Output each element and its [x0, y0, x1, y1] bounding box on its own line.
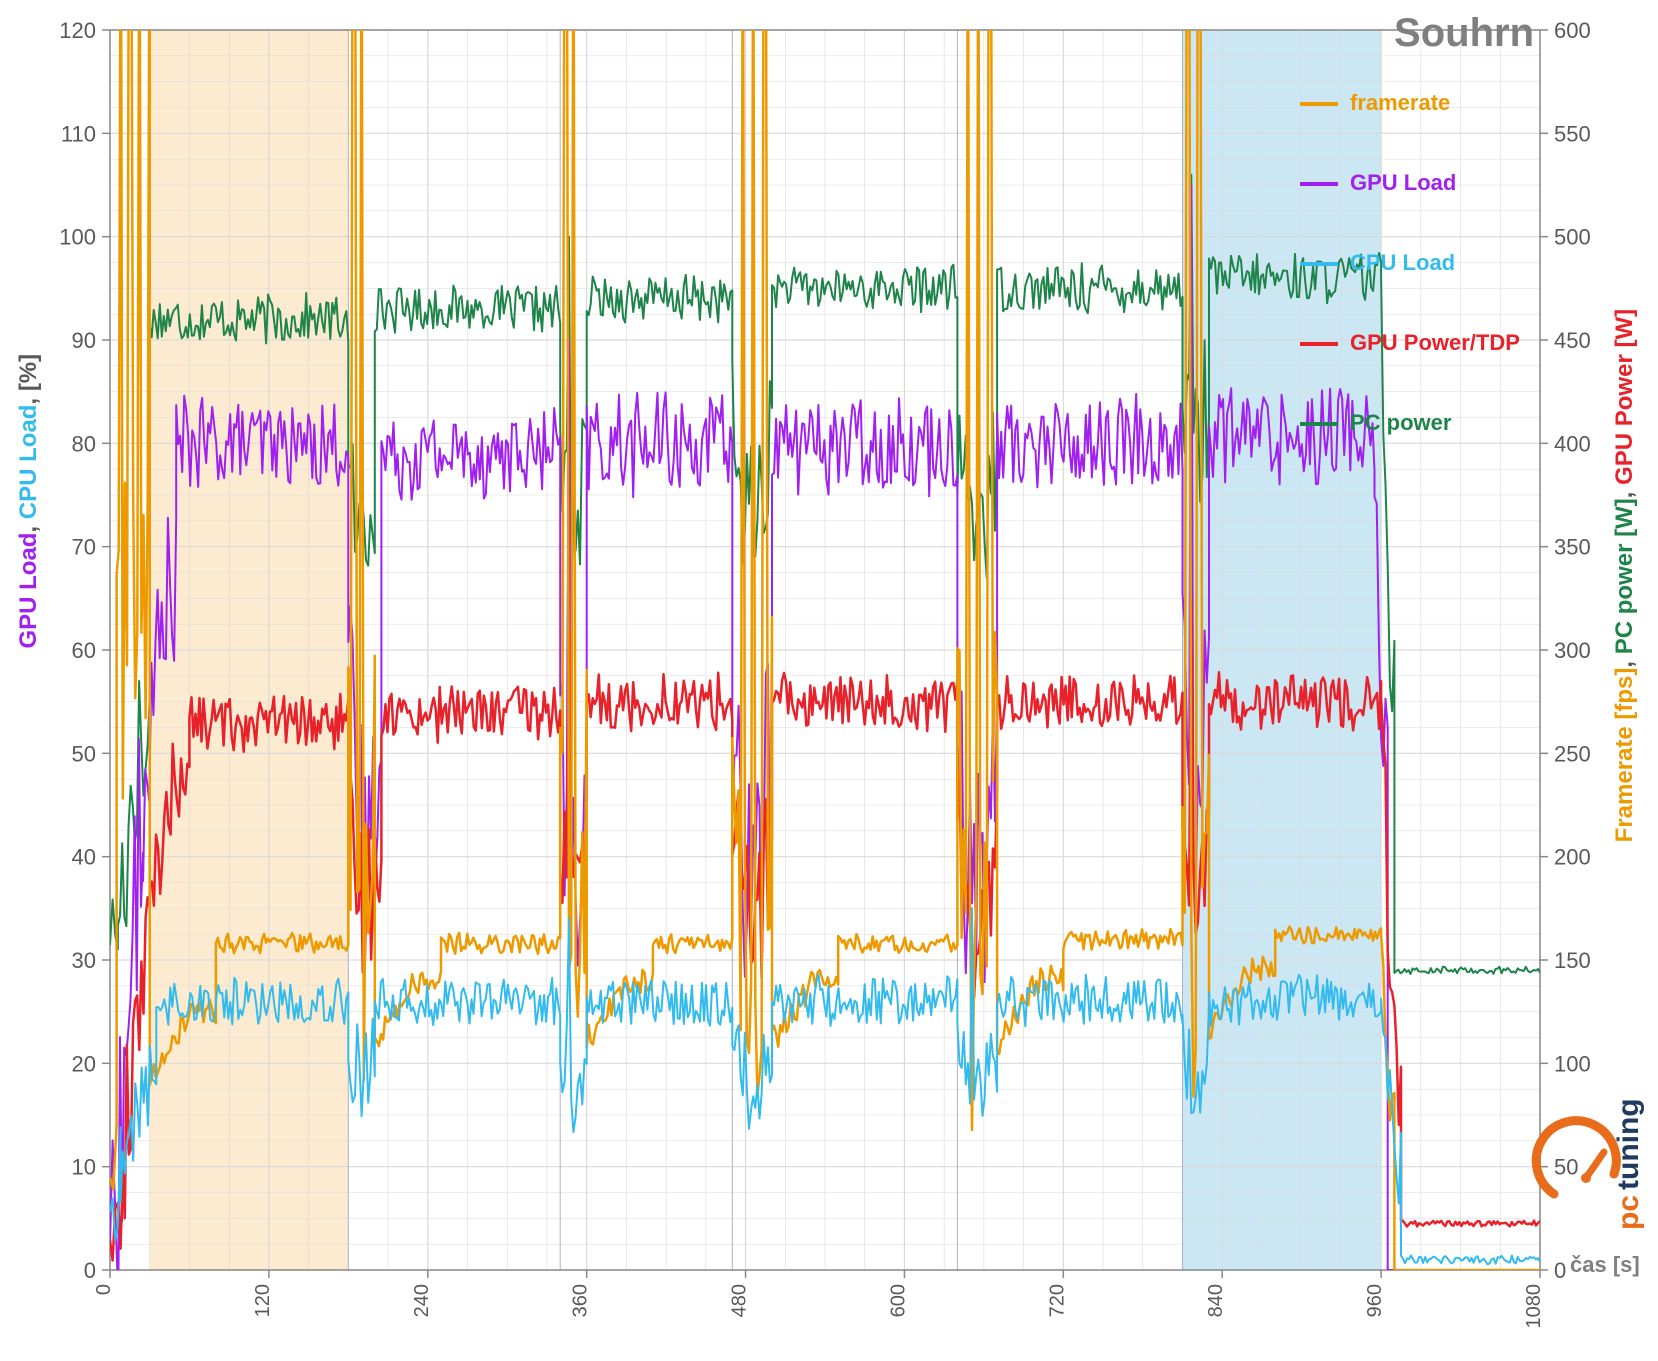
y-left-tick-label: 70	[72, 535, 96, 560]
legend-label: CPU Load	[1350, 250, 1455, 275]
x-tick-label: 720	[1046, 1284, 1068, 1317]
legend-label: PC power	[1350, 410, 1452, 435]
y-right-tick-label: 150	[1554, 948, 1591, 973]
y-left-tick-label: 100	[59, 225, 96, 250]
y-left-tick-label: 120	[59, 18, 96, 43]
y-left-tick-label: 80	[72, 431, 96, 456]
y-left-tick-label: 60	[72, 638, 96, 663]
y-right-tick-label: 500	[1554, 225, 1591, 250]
legend-label: GPU Power/TDP	[1350, 330, 1520, 355]
legend-label: framerate	[1350, 90, 1450, 115]
y-right-tick-label: 450	[1554, 328, 1591, 353]
legend-label: GPU Load	[1350, 170, 1456, 195]
y-left-tick-label: 90	[72, 328, 96, 353]
x-tick-label: 480	[729, 1284, 751, 1317]
y-right-axis-label: Framerate [fps], PC power [W], GPU Power…	[1611, 309, 1638, 842]
x-tick-label: 840	[1205, 1284, 1227, 1317]
y-left-axis-label: GPU Load, CPU Load, [%]	[15, 354, 42, 649]
y-right-tick-label: 250	[1554, 741, 1591, 766]
y-right-tick-label: 50	[1554, 1155, 1578, 1180]
y-left-tick-label: 30	[72, 948, 96, 973]
y-right-tick-label: 600	[1554, 18, 1591, 43]
y-right-tick-label: 300	[1554, 638, 1591, 663]
y-right-tick-label: 350	[1554, 535, 1591, 560]
x-tick-label: 1080	[1523, 1284, 1545, 1329]
summary-chart: 0120240360480600720840960108001020304050…	[0, 0, 1658, 1361]
svg-text:tuning: tuning	[1612, 1098, 1645, 1190]
y-left-tick-label: 40	[72, 845, 96, 870]
y-left-tick-label: 110	[61, 121, 96, 146]
y-right-tick-label: 400	[1554, 431, 1591, 456]
svg-text:pc: pc	[1612, 1195, 1645, 1230]
x-tick-label: 600	[887, 1284, 909, 1317]
y-left-tick-label: 50	[72, 741, 96, 766]
y-left-tick-label: 20	[72, 1051, 96, 1076]
x-axis-label: čas [s]	[1570, 1252, 1640, 1277]
y-right-tick-label: 200	[1554, 845, 1591, 870]
y-left-tick-label: 10	[72, 1155, 96, 1180]
x-tick-label: 240	[411, 1284, 433, 1317]
y-right-tick-label: 0	[1554, 1258, 1566, 1283]
x-tick-label: 360	[570, 1284, 592, 1317]
y-right-tick-label: 100	[1554, 1051, 1591, 1076]
x-tick-label: 960	[1364, 1284, 1386, 1317]
x-tick-label: 120	[252, 1284, 274, 1317]
chart-title: Souhrn	[1394, 11, 1534, 55]
y-right-tick-label: 550	[1554, 121, 1591, 146]
y-left-tick-label: 0	[84, 1258, 96, 1283]
x-tick-label: 0	[93, 1284, 115, 1295]
